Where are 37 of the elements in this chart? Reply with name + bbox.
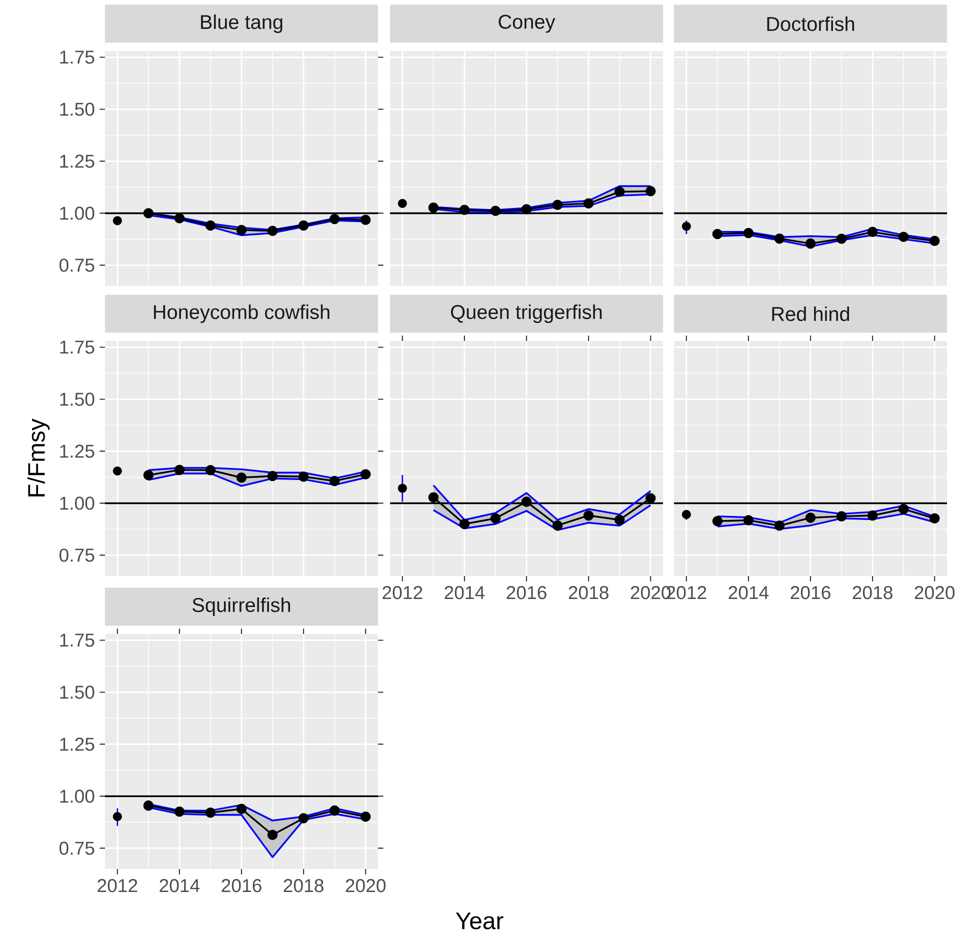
- y-tick-label: 1.50: [60, 102, 94, 116]
- x-tick-label: 2016: [790, 586, 830, 600]
- chart-title: Blue tang: [201, 14, 282, 34]
- chart-title: Doctorfish: [767, 16, 854, 32]
- chart-title: Coney: [498, 14, 556, 33]
- y-tick-label: 0.75: [60, 842, 94, 855]
- x-axis-title: Year: [456, 912, 504, 930]
- y-tick-label: 1.50: [60, 686, 94, 699]
- y-tick-label: 1.00: [60, 790, 94, 803]
- x-tick-label: 2016: [222, 879, 262, 892]
- x-tick-label: 2014: [160, 879, 200, 892]
- y-tick-label: 1.50: [60, 392, 94, 406]
- y-tick-label: 1.25: [60, 738, 94, 751]
- y-tick-label: 1.75: [60, 50, 94, 64]
- y-tick-label: 1.25: [60, 154, 94, 168]
- x-tick-label: 2018: [284, 879, 324, 892]
- x-tick-label: 2018: [568, 586, 608, 600]
- x-tick-label: 2016: [506, 586, 546, 600]
- x-tick-label: 2012: [98, 879, 138, 892]
- y-axis-title: F/Fmsy: [27, 418, 50, 496]
- y-tick-label: 1.00: [60, 206, 94, 220]
- x-tick-label: 2012: [382, 586, 422, 600]
- y-tick-label: 1.25: [60, 444, 94, 458]
- x-tick-label: 2020: [346, 879, 386, 892]
- chart-title: Queen triggerfish: [451, 304, 602, 324]
- y-tick-label: 0.75: [60, 258, 94, 272]
- x-tick-label: 2018: [852, 586, 892, 600]
- x-tick-label: 2020: [914, 586, 955, 600]
- chart-title: Honeycomb cowfish: [154, 304, 330, 324]
- y-tick-label: 1.75: [60, 634, 94, 647]
- y-tick-label: 1.75: [60, 340, 94, 354]
- chart-title: Red hind: [772, 306, 850, 322]
- y-tick-label: 1.00: [60, 496, 94, 510]
- y-tick-label: 0.75: [60, 548, 94, 562]
- x-tick-label: 2014: [728, 586, 769, 600]
- x-tick-label: 2014: [444, 586, 485, 600]
- chart-title: Squirrelfish: [192, 597, 290, 616]
